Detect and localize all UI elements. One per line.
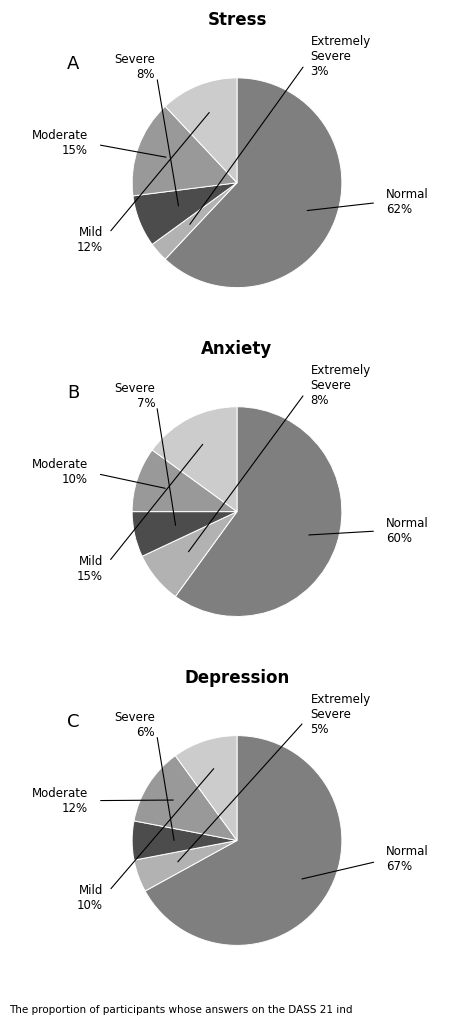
Wedge shape xyxy=(134,841,237,891)
Text: Mild
15%: Mild 15% xyxy=(77,555,103,583)
Wedge shape xyxy=(165,78,342,287)
Text: Extremely
Severe
8%: Extremely Severe 8% xyxy=(310,364,371,407)
Text: Severe
7%: Severe 7% xyxy=(114,383,155,410)
Text: Normal
60%: Normal 60% xyxy=(386,517,428,544)
Text: C: C xyxy=(67,713,80,730)
Wedge shape xyxy=(132,820,237,860)
Wedge shape xyxy=(145,736,342,945)
Title: Depression: Depression xyxy=(184,669,290,686)
Text: B: B xyxy=(67,384,79,402)
Text: A: A xyxy=(67,55,80,73)
Title: Stress: Stress xyxy=(207,11,267,29)
Wedge shape xyxy=(175,736,237,841)
Text: The proportion of participants whose answers on the DASS 21 ind: The proportion of participants whose ans… xyxy=(9,1005,353,1015)
Title: Anxiety: Anxiety xyxy=(201,340,273,358)
Text: Extremely
Severe
3%: Extremely Severe 3% xyxy=(310,36,371,79)
Wedge shape xyxy=(132,450,237,512)
Wedge shape xyxy=(132,512,237,557)
Wedge shape xyxy=(133,183,237,244)
Text: Moderate
12%: Moderate 12% xyxy=(32,787,88,814)
Text: Mild
10%: Mild 10% xyxy=(77,884,103,913)
Wedge shape xyxy=(142,512,237,596)
Wedge shape xyxy=(134,756,237,841)
Wedge shape xyxy=(152,407,237,512)
Text: Moderate
15%: Moderate 15% xyxy=(32,129,88,157)
Wedge shape xyxy=(175,407,342,617)
Text: Mild
12%: Mild 12% xyxy=(77,226,103,255)
Wedge shape xyxy=(132,106,237,195)
Text: Normal
62%: Normal 62% xyxy=(386,187,428,216)
Wedge shape xyxy=(165,78,237,183)
Wedge shape xyxy=(152,183,237,259)
Text: Severe
8%: Severe 8% xyxy=(114,53,155,82)
Text: Severe
6%: Severe 6% xyxy=(114,711,155,740)
Text: Moderate
10%: Moderate 10% xyxy=(32,457,88,486)
Text: Normal
67%: Normal 67% xyxy=(386,845,428,874)
Text: Extremely
Severe
5%: Extremely Severe 5% xyxy=(310,694,371,737)
